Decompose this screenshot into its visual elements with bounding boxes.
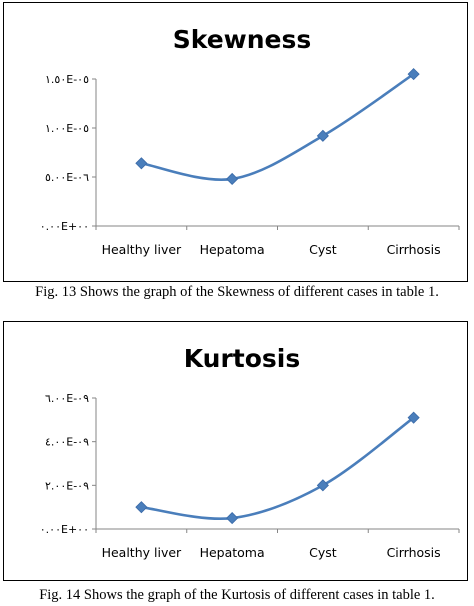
chart-title: Skewness bbox=[173, 25, 312, 54]
data-point-marker bbox=[316, 129, 329, 142]
x-category-label: Cyst bbox=[309, 545, 337, 560]
x-category-label: Hepatoma bbox=[200, 545, 265, 560]
x-category-label: Healthy liver bbox=[102, 242, 182, 257]
y-tick-label: ١.٠٠E-٠٥ bbox=[45, 122, 89, 135]
series-line bbox=[141, 416, 415, 521]
x-category-label: Healthy liver bbox=[102, 545, 182, 560]
figure-13-caption: Fig. 13 Shows the graph of the Skewness … bbox=[35, 284, 439, 300]
kurtosis-chart: Kurtosis ٠.٠٠E+٠٠ ٢.٠٠E-٠٩ ٤.٠٠E-٠٩ ٦.٠٠E-٠٩… bbox=[40, 344, 460, 560]
data-point-marker bbox=[407, 411, 420, 424]
data-point-marker bbox=[226, 512, 239, 525]
skewness-chart-panel: Skewness ٠.٠٠E+٠٠ ٥.٠٠E-٠٦ ١.٠٠E-٠٥ ١.٥٠E-٠٥… bbox=[3, 2, 468, 282]
y-tick-label: ٥.٠٠E-٠٦ bbox=[45, 171, 89, 184]
y-tick-label: ٢.٠٠E-٠٩ bbox=[45, 479, 89, 492]
data-point-marker bbox=[135, 157, 148, 170]
y-tick-label: ٦.٠٠E-٠٩ bbox=[45, 392, 89, 405]
y-tick-label: ٠.٠٠E+٠٠ bbox=[40, 220, 89, 233]
data-point-marker bbox=[407, 68, 420, 81]
x-category-label: Cirrhosis bbox=[387, 242, 441, 257]
chart-title: Kurtosis bbox=[184, 344, 301, 373]
y-tick-label: ٤.٠٠E-٠٩ bbox=[45, 436, 89, 449]
figure-14-caption: Fig. 14 Shows the graph of the Kurtosis … bbox=[39, 587, 435, 603]
skewness-chart: Skewness ٠.٠٠E+٠٠ ٥.٠٠E-٠٦ ١.٠٠E-٠٥ ١.٥٠E-٠٥… bbox=[40, 25, 460, 257]
y-tick-label: ١.٥٠E-٠٥ bbox=[45, 73, 89, 86]
data-point-marker bbox=[316, 479, 329, 492]
x-category-label: Cirrhosis bbox=[387, 545, 441, 560]
x-category-label: Hepatoma bbox=[200, 242, 265, 257]
data-point-marker bbox=[226, 172, 239, 186]
kurtosis-chart-panel: Kurtosis ٠.٠٠E+٠٠ ٢.٠٠E-٠٩ ٤.٠٠E-٠٩ ٦.٠٠E-٠٩… bbox=[3, 321, 468, 581]
y-tick-label: ٠.٠٠E+٠٠ bbox=[40, 523, 89, 536]
data-point-marker bbox=[135, 501, 148, 514]
series-line bbox=[141, 73, 415, 182]
x-category-label: Cyst bbox=[309, 242, 337, 257]
